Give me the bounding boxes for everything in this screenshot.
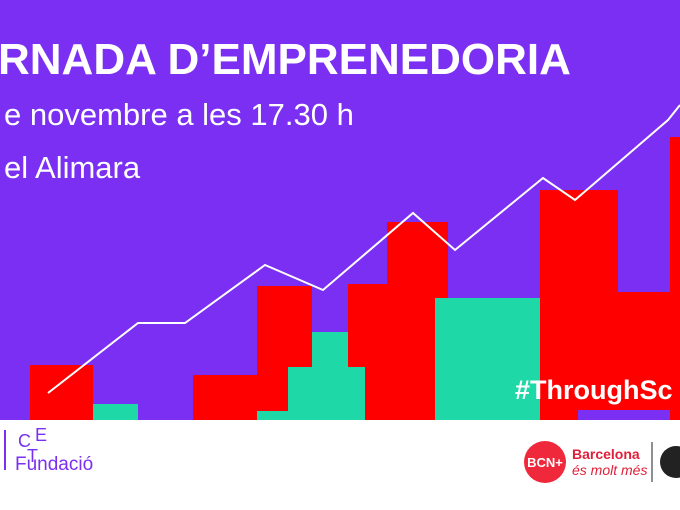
footer — [0, 420, 680, 510]
barcelona-tagline: és molt més — [572, 462, 647, 478]
event-date: e novembre a les 17.30 h — [4, 97, 354, 132]
partner-logo — [660, 446, 680, 478]
bar — [30, 365, 93, 420]
bar — [618, 292, 670, 410]
event-venue: el Alimara — [4, 150, 141, 185]
hashtag: #ThroughSc — [515, 375, 673, 405]
bar — [670, 137, 680, 420]
bcn-badge — [524, 441, 566, 483]
event-title: RNADA D’EMPRENEDORIA — [0, 35, 571, 84]
bar — [578, 410, 648, 420]
bar — [540, 190, 618, 420]
bcn-badge-text: BCN+ — [527, 455, 563, 470]
trend-line — [47, 104, 680, 394]
bar — [193, 375, 257, 420]
bar — [93, 404, 138, 420]
logo-letter: E — [35, 425, 47, 445]
bar — [312, 332, 348, 420]
logo-letter: C — [18, 431, 31, 451]
fundacio-label: Fundació — [15, 454, 93, 475]
bar — [365, 284, 387, 420]
logo-letter: T — [27, 446, 38, 466]
bar — [257, 411, 290, 420]
barcelona-label: Barcelona — [572, 446, 640, 462]
decorative-bars — [30, 137, 680, 420]
